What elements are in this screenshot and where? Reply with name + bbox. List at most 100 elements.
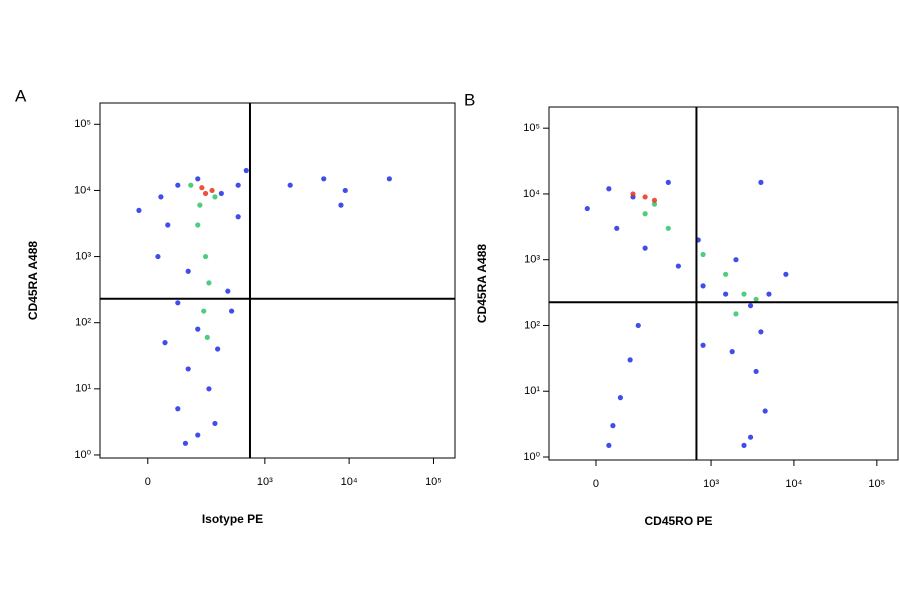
event-dot <box>188 182 194 188</box>
event-dot <box>783 271 789 277</box>
event-dot <box>175 182 181 188</box>
event-dot <box>762 408 768 414</box>
event-dot <box>642 194 648 200</box>
event-dot <box>155 253 161 260</box>
event-dot <box>136 207 142 213</box>
y-tick-label: 10¹ <box>524 385 540 397</box>
event-dot <box>741 442 747 449</box>
event-dot <box>338 202 344 208</box>
event-dot <box>235 214 241 220</box>
event-dot <box>175 406 181 412</box>
event-dot <box>202 253 209 260</box>
event-dot <box>199 185 205 191</box>
x-axis-title: Isotype PE <box>202 512 263 526</box>
event-dot <box>700 283 706 289</box>
event-dot <box>195 222 201 228</box>
event-dot <box>665 225 671 231</box>
x-tick-label: 0 <box>145 476 151 488</box>
event-dot <box>635 322 641 329</box>
event-dot <box>700 251 706 258</box>
event-dot <box>675 263 681 269</box>
event-dot <box>204 334 210 340</box>
event-dot <box>206 386 212 392</box>
event-dot <box>617 395 624 401</box>
event-dot <box>729 349 735 355</box>
y-tick-label: 10¹ <box>75 383 91 395</box>
event-dot <box>610 423 616 429</box>
event-dot <box>185 268 191 274</box>
y-tick-label: 10⁰ <box>74 449 91 461</box>
event-dot <box>195 176 201 182</box>
y-tick-label: 10³ <box>524 254 540 266</box>
event-dot <box>197 202 203 208</box>
event-dot <box>342 187 348 194</box>
event-dot <box>195 432 201 438</box>
y-tick-label: 10⁵ <box>74 118 91 130</box>
event-dot <box>753 368 759 375</box>
event-dot <box>584 205 590 212</box>
event-dot <box>321 176 327 182</box>
x-tick-label: 10⁵ <box>868 478 885 490</box>
event-dot <box>206 280 212 286</box>
event-dot <box>723 271 729 277</box>
y-tick-label: 10⁴ <box>523 188 540 200</box>
event-dot <box>753 296 759 302</box>
event-dot <box>642 211 648 217</box>
event-dot <box>758 179 764 185</box>
event-dot <box>209 187 215 194</box>
y-axis-title: CD45RA A488 <box>26 241 40 320</box>
x-tick-label: 10⁴ <box>341 476 358 488</box>
event-dot <box>235 182 241 188</box>
y-tick-label: 10² <box>75 317 91 329</box>
event-dot <box>665 179 671 185</box>
event-dot <box>212 420 218 427</box>
event-dot <box>212 194 218 200</box>
event-dot <box>225 288 231 294</box>
panel: A 0 10³ 10⁴ 10⁵ 10⁰ 10¹ 10² 10³ 10⁴ 10⁵ Isotype PE C… <box>15 86 456 526</box>
plot-frame <box>99 102 456 459</box>
event-dot <box>733 257 739 263</box>
x-tick-label: 10³ <box>257 476 273 488</box>
event-dot <box>287 182 293 188</box>
event-dot <box>229 308 235 314</box>
y-tick-label: 10⁵ <box>523 122 540 134</box>
plot-frame <box>548 106 899 461</box>
event-dot <box>215 346 221 352</box>
y-axis-title: CD45RA A488 <box>475 244 489 323</box>
y-tick-label: 10³ <box>75 250 91 262</box>
event-dot <box>627 357 633 363</box>
event-dot <box>741 291 747 297</box>
event-dot <box>201 308 207 314</box>
event-dot <box>165 222 171 228</box>
event-dot <box>218 190 224 197</box>
y-tick-label: 10² <box>524 319 540 331</box>
x-tick-label: 0 <box>593 478 599 490</box>
panel-label: B <box>464 90 475 109</box>
event-dot <box>747 303 754 309</box>
event-dot <box>723 291 729 297</box>
x-axis-title: CD45RO PE <box>644 514 712 528</box>
event-dot <box>642 245 648 251</box>
y-tick-label: 10⁴ <box>74 184 91 196</box>
event-dot <box>182 440 189 446</box>
event-dot <box>158 194 164 200</box>
event-dot <box>747 434 754 440</box>
event-dot <box>606 442 612 449</box>
event-dot <box>606 186 612 192</box>
event-dot <box>175 300 181 306</box>
event-dot <box>185 366 191 372</box>
event-dot <box>243 167 249 174</box>
event-dot <box>195 326 201 332</box>
event-dot <box>630 191 636 197</box>
panel-label: A <box>15 86 27 105</box>
event-dot <box>733 311 739 317</box>
event-dot <box>651 201 658 207</box>
event-dot <box>766 291 772 297</box>
event-dot <box>651 197 658 203</box>
x-tick-label: 10⁵ <box>425 476 442 488</box>
event-dot <box>758 329 764 335</box>
x-tick-label: 10³ <box>703 478 719 490</box>
event-dot <box>700 342 706 348</box>
event-dot <box>386 176 392 182</box>
